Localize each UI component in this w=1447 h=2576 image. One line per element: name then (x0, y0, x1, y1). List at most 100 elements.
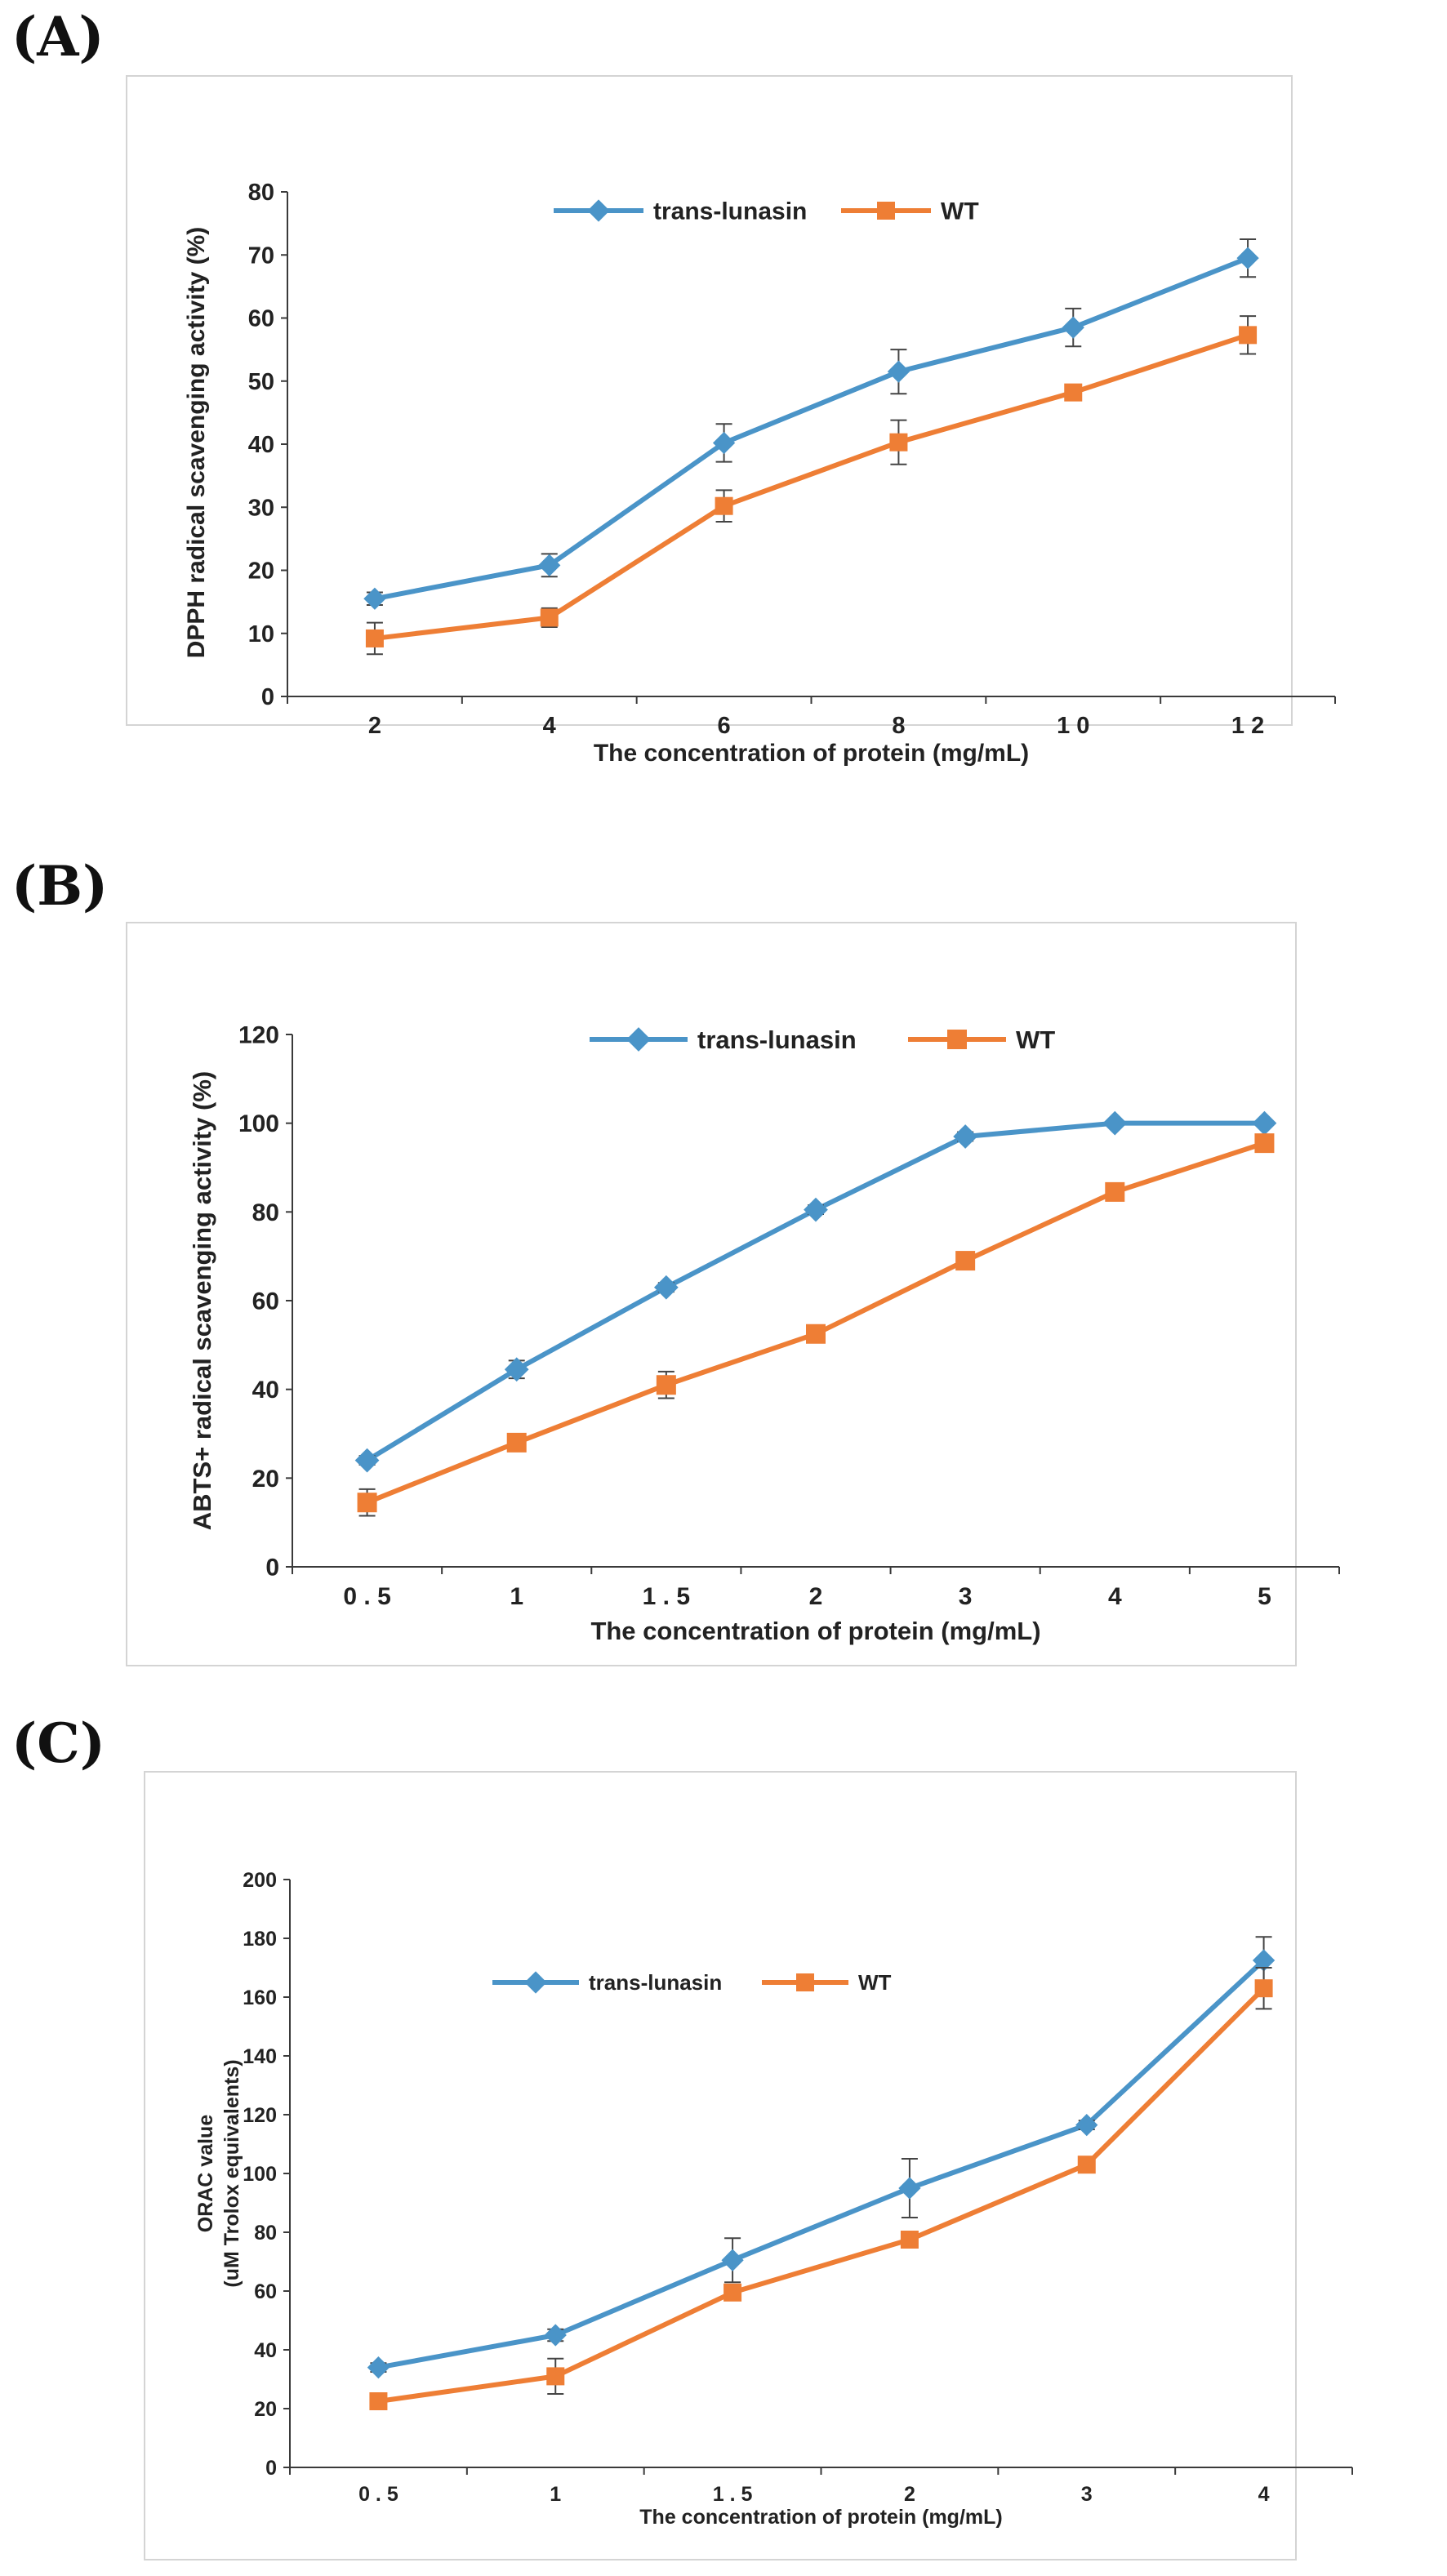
y-tick-label: 40 (248, 432, 274, 458)
x-tick-label: 5 (1258, 1583, 1271, 1610)
data-point-square (1105, 1181, 1125, 1202)
legend-label: trans-lunasin (589, 1970, 722, 1995)
y-tick-label: 100 (243, 2163, 277, 2186)
series-line-1 (377, 1987, 1266, 2404)
data-point-diamond (1075, 2113, 1098, 2137)
y-axis-title: DPPH radical scavenging activity (%) (183, 227, 210, 659)
data-point-square (806, 1324, 826, 1344)
legend-label: WT (941, 198, 979, 225)
data-point-diamond (721, 2249, 744, 2271)
data-point-diamond (1252, 1949, 1276, 1972)
x-tick-label: 6 (718, 713, 731, 739)
legend-marker-square (877, 202, 895, 220)
x-tick-label: 1 (510, 1583, 523, 1610)
x-tick-label: 1 . 5 (643, 1583, 690, 1610)
data-point-square (1254, 1133, 1275, 1154)
x-tick-label: 1 2 (1231, 713, 1264, 739)
y-tick-label: 200 (243, 1869, 277, 1892)
data-point-square (1077, 2156, 1096, 2174)
panel-label-a: (A) (11, 5, 105, 69)
y-tick-label: 30 (248, 495, 274, 521)
y-tick-label: 50 (248, 369, 274, 395)
data-point-square (656, 1375, 676, 1395)
series-line-0 (366, 1120, 1265, 1463)
data-point-diamond (1252, 1110, 1277, 1136)
x-tick-label: 8 (892, 713, 905, 739)
data-point-square (955, 1251, 976, 1271)
data-point-diamond (712, 431, 736, 455)
data-point-diamond (544, 2324, 567, 2347)
x-tick-label: 0 . 5 (343, 1583, 390, 1610)
y-tick-label: 70 (248, 242, 274, 269)
x-tick-label: 3 (959, 1583, 973, 1610)
y-tick-label: 100 (238, 1110, 279, 1137)
x-tick-label: 0 . 5 (358, 2483, 398, 2506)
legend-marker-diamond (626, 1027, 651, 1052)
y-tick-label: 60 (248, 306, 274, 332)
data-point-square (889, 433, 908, 452)
data-point-diamond (1236, 247, 1259, 269)
y-axis-title: ORAC value (194, 2115, 217, 2233)
x-tick-label: 2 (904, 2483, 915, 2506)
y-tick-label: 160 (243, 1987, 277, 2009)
x-tick-label: 1 (550, 2483, 561, 2506)
y-tick-label: 80 (254, 2222, 277, 2245)
y-tick-label: 10 (248, 621, 274, 647)
series-line-0 (374, 256, 1249, 602)
chart-frame (144, 1771, 1297, 2560)
y-tick-label: 40 (254, 2339, 277, 2362)
data-point-diamond (1102, 1110, 1128, 1136)
chart-c: 0 20 40 60 80 100 120 140 160 180 200 0 . 5 1 1 . 5 2 3… (144, 1771, 1353, 2560)
legend-marker-diamond (587, 199, 610, 222)
data-point-square (365, 629, 384, 647)
y-tick-label: 20 (254, 2398, 277, 2421)
y-tick-label: 80 (248, 180, 274, 206)
x-tick-label: 1 0 (1057, 713, 1089, 739)
data-point-square (900, 2231, 919, 2249)
y-tick-label: 80 (252, 1199, 279, 1226)
data-point-diamond (1062, 316, 1084, 339)
y-tick-label: 0 (261, 684, 274, 710)
y-tick-label: 40 (252, 1377, 279, 1404)
y-tick-label: 120 (243, 2104, 277, 2127)
data-point-square (1239, 326, 1258, 345)
chart-frame (126, 922, 1297, 1666)
data-point-diamond (504, 1357, 529, 1382)
x-axis-title: The concentration of protein (mg/mL) (594, 740, 1029, 767)
data-point-diamond (363, 587, 386, 610)
y-tick-label: 60 (252, 1288, 279, 1315)
y-axis-title-line2: (uM Trolox equivalents) (220, 2059, 243, 2287)
legend-label: trans-lunasin (697, 1026, 857, 1054)
legend-label: WT (1016, 1026, 1055, 1054)
data-point-square (357, 1493, 377, 1513)
data-point-square (369, 2392, 388, 2410)
data-point-diamond (653, 1275, 679, 1300)
series-line-1 (366, 1141, 1266, 1506)
y-tick-label: 60 (254, 2280, 277, 2303)
y-tick-label: 0 (265, 1555, 279, 1582)
x-tick-label: 4 (543, 713, 556, 739)
data-point-diamond (354, 1448, 380, 1473)
y-tick-label: 120 (238, 1022, 279, 1049)
y-tick-label: 180 (243, 1928, 277, 1951)
data-point-diamond (898, 2177, 921, 2200)
chart-b: 0 20 40 60 80 100 120 0 . 5 1 1 . 5 2 3 4 5 The concen… (126, 922, 1340, 1666)
legend-label: WT (858, 1970, 892, 1995)
panel-label-b: (B) (11, 854, 109, 918)
legend-marker-square (947, 1030, 967, 1049)
data-point-diamond (804, 1197, 828, 1222)
panel-c: (C) 0 20 40 60 80 100 120 140 160 180 200 0 . 5 1 1 .… (0, 1698, 1447, 2576)
x-tick-label: 3 (1081, 2483, 1093, 2506)
data-point-square (715, 496, 733, 515)
series-line-1 (374, 332, 1249, 641)
series-line-0 (377, 1958, 1266, 2370)
x-axis-title: The concentration of protein (mg/mL) (590, 1617, 1040, 1645)
data-point-square (546, 2367, 565, 2386)
panel-b: (B) 0 20 40 60 80 100 120 0 . 5 1 1 . 5 2 3 4 5 The co… (0, 849, 1447, 1666)
x-tick-label: 4 (1108, 1583, 1122, 1610)
data-point-diamond (953, 1124, 978, 1149)
chart-frame (126, 75, 1293, 726)
x-tick-label: 2 (809, 1583, 823, 1610)
